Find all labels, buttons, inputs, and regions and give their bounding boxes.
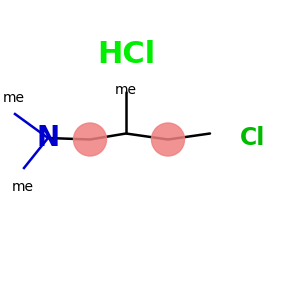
Text: HCl: HCl xyxy=(97,40,155,68)
Text: Cl: Cl xyxy=(240,126,266,150)
Text: N: N xyxy=(36,124,60,152)
Text: me: me xyxy=(12,180,34,194)
Text: me: me xyxy=(115,82,137,97)
Circle shape xyxy=(152,123,184,156)
Text: me: me xyxy=(3,91,25,105)
Circle shape xyxy=(74,123,106,156)
